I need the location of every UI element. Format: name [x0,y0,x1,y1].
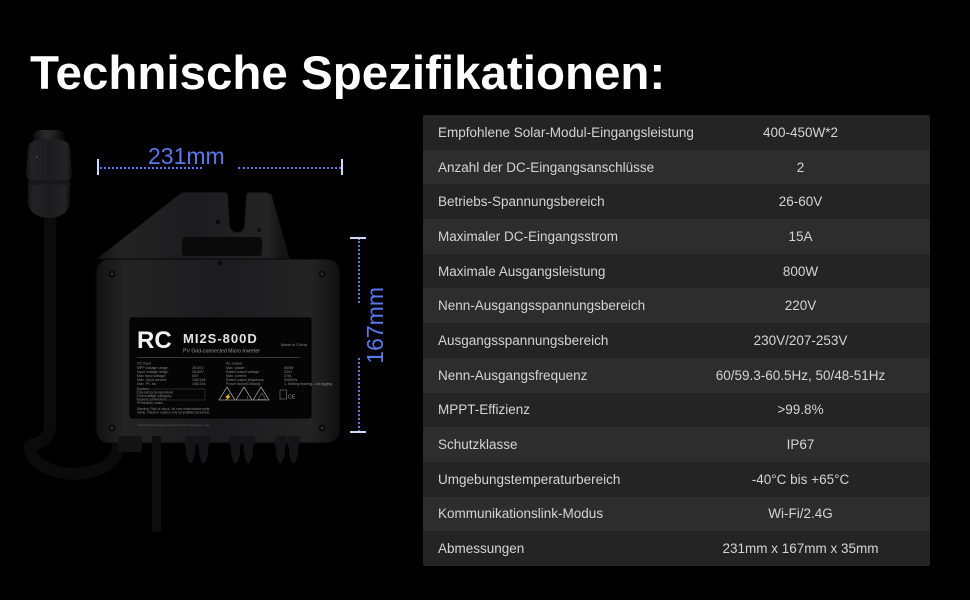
svg-text:!: ! [247,395,248,401]
svg-text:Power factor(Default):: Power factor(Default): [226,382,261,386]
svg-text:inside. Install or replace onl: inside. Install or replace only by quali… [137,411,210,415]
svg-text:19A/19A: 19A/19A [192,382,206,386]
svg-text:CE: CE [288,395,296,401]
svg-text:⚡: ⚡ [224,393,232,401]
svg-text:PV Grid-connected Micro Invert: PV Grid-connected Micro Inverter [183,349,260,355]
svg-text:Protection class:: Protection class: [137,401,163,405]
svg-text:AC output: AC output [226,362,242,366]
svg-text:MI2S-800D: MI2S-800D [183,331,258,346]
svg-text:1, Writing leading...not laggi: 1, Writing leading...not lagging [284,382,332,386]
svg-text:RC: RC [137,327,172,354]
svg-text:Max. PV Isc:: Max. PV Isc: [137,382,157,386]
svg-text:Made in China: Made in China [281,342,308,347]
svg-text:DC Input: DC Input [137,362,151,366]
svg-text:Yunkesu New Energy Electronics: Yunkesu New Energy Electronics Technolog… [137,423,209,427]
